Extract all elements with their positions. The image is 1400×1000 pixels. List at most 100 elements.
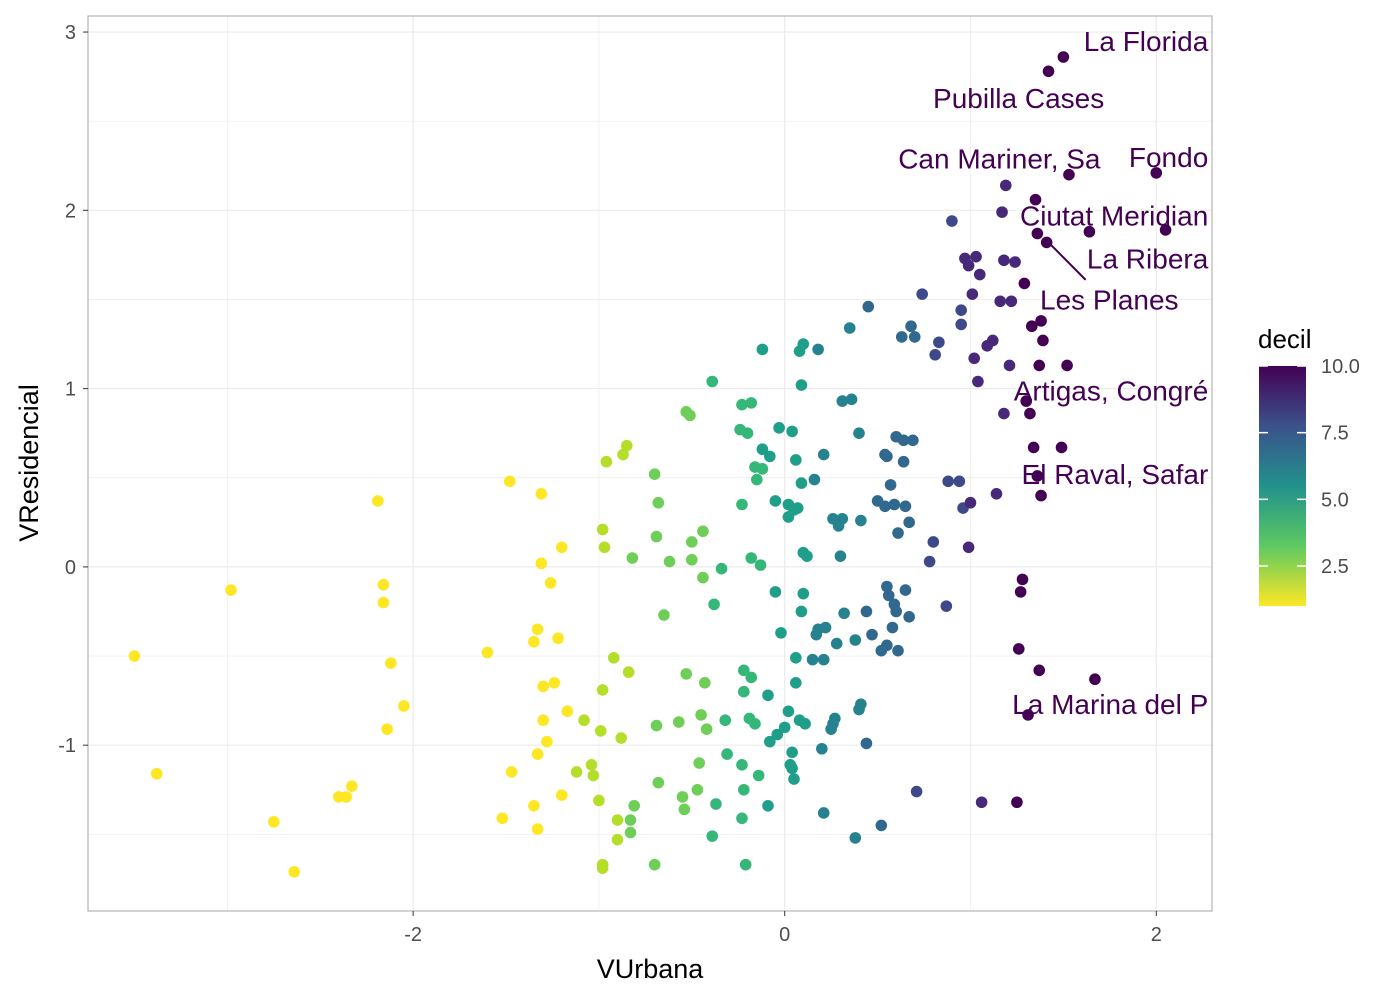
data-point <box>225 584 237 596</box>
grid-lines <box>88 16 1212 911</box>
y-axis-ticks: -1 0 1 2 3 <box>58 22 88 757</box>
data-point <box>537 714 549 727</box>
data-point <box>795 477 808 489</box>
data-point <box>658 609 670 621</box>
data-point <box>756 463 769 475</box>
data-point <box>905 320 917 333</box>
data-point <box>778 721 791 734</box>
data-point <box>697 571 709 584</box>
data-point <box>1033 664 1046 677</box>
data-point <box>570 766 583 778</box>
data-point <box>853 427 865 439</box>
data-point <box>503 475 516 488</box>
data-point <box>721 748 733 760</box>
data-point <box>676 791 689 803</box>
data-point <box>1005 295 1018 308</box>
data-point <box>756 343 769 356</box>
x-axis-ticks: -2 0 2 <box>404 911 1162 946</box>
data-point <box>812 343 824 356</box>
data-point <box>346 780 358 792</box>
data-point <box>769 586 782 598</box>
data-point <box>544 577 557 589</box>
data-point <box>795 379 808 391</box>
data-point <box>1040 236 1053 249</box>
data-point <box>801 550 813 563</box>
data-point <box>881 580 893 593</box>
data-point <box>663 555 676 568</box>
data-point <box>481 646 494 659</box>
data-point <box>377 578 390 591</box>
data-point <box>745 671 758 684</box>
data-point <box>929 348 941 361</box>
data-point <box>1089 673 1101 686</box>
data-point <box>790 652 802 664</box>
data-point <box>942 475 954 488</box>
data-point <box>775 627 787 639</box>
data-point <box>849 832 862 844</box>
data-point <box>817 807 830 819</box>
data-point <box>799 717 811 730</box>
data-point <box>710 798 722 810</box>
data-point <box>751 473 763 486</box>
data-point <box>1063 168 1075 181</box>
data-point <box>996 206 1008 218</box>
data-point <box>940 600 953 612</box>
data-point <box>966 288 979 300</box>
data-point <box>749 717 761 730</box>
data-point <box>817 653 830 666</box>
data-point <box>1083 225 1096 238</box>
data-point <box>955 304 967 316</box>
data-point <box>990 488 1003 500</box>
data-point <box>795 605 808 618</box>
data-point <box>738 783 750 796</box>
data-point <box>955 318 967 331</box>
data-point <box>585 759 598 771</box>
data-point <box>736 398 748 411</box>
legend-colorbar <box>1259 366 1306 606</box>
data-point <box>587 769 600 782</box>
data-point <box>953 475 966 488</box>
data-point <box>628 800 641 812</box>
data-point <box>398 700 410 712</box>
data-point <box>862 300 875 313</box>
data-point <box>381 723 393 735</box>
panel-background <box>88 16 1212 911</box>
data-point <box>1042 65 1055 78</box>
data-points <box>128 51 1172 878</box>
data-point <box>528 635 540 648</box>
data-point <box>715 562 728 575</box>
data-point <box>836 395 849 407</box>
data-point <box>593 794 605 807</box>
data-point <box>752 769 765 782</box>
data-point <box>892 644 904 657</box>
data-point <box>719 714 732 727</box>
panel-border <box>87 15 1213 912</box>
data-point <box>531 748 544 760</box>
data-point <box>578 714 590 727</box>
data-point <box>845 393 858 406</box>
data-point <box>1035 489 1047 502</box>
data-point <box>1159 224 1172 236</box>
data-point <box>622 666 635 678</box>
data-point <box>267 816 280 828</box>
data-point <box>1016 573 1029 586</box>
data-point <box>910 785 923 798</box>
data-point <box>611 833 624 846</box>
data-point <box>596 684 609 696</box>
data-point <box>903 611 915 623</box>
data-point <box>695 709 707 721</box>
data-point <box>745 552 758 564</box>
y-tick-label: 3 <box>65 22 76 44</box>
y-tick-label: 1 <box>65 379 76 401</box>
data-point <box>706 375 719 388</box>
data-point <box>340 791 353 803</box>
legend-title: decil <box>1258 324 1311 354</box>
data-point <box>1022 709 1034 721</box>
point-label: El Raval, Safar <box>1022 459 1209 490</box>
data-point <box>1011 796 1023 809</box>
data-point <box>1057 51 1070 63</box>
data-point <box>797 338 810 350</box>
data-point <box>1018 277 1031 290</box>
data-point <box>691 783 704 796</box>
